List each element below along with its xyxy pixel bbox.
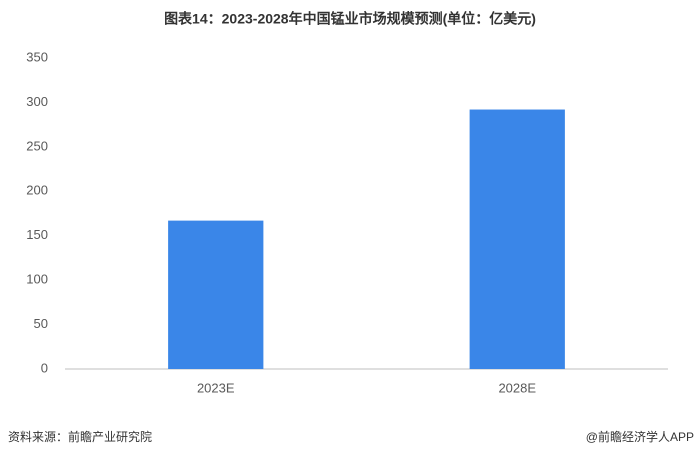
- y-tick-label: 150: [26, 227, 48, 242]
- y-tick-label: 200: [26, 183, 48, 198]
- y-tick-label: 350: [26, 49, 48, 64]
- y-tick-label: 250: [26, 138, 48, 153]
- x-tick-label: 2023E: [197, 380, 235, 395]
- brand-note: @前瞻经济学人APP: [586, 429, 694, 444]
- x-tick-label: 2028E: [498, 380, 536, 395]
- y-tick-label: 0: [41, 360, 48, 375]
- chart-title: 图表14：2023-2028年中国锰业市场规模预测(单位：亿美元): [164, 11, 536, 27]
- y-tick-label: 50: [34, 316, 48, 331]
- bar: [469, 109, 565, 369]
- y-tick-label: 100: [26, 272, 48, 287]
- source-note: 资料来源：前瞻产业研究院: [8, 429, 152, 444]
- y-tick-label: 300: [26, 94, 48, 109]
- bar: [168, 220, 264, 369]
